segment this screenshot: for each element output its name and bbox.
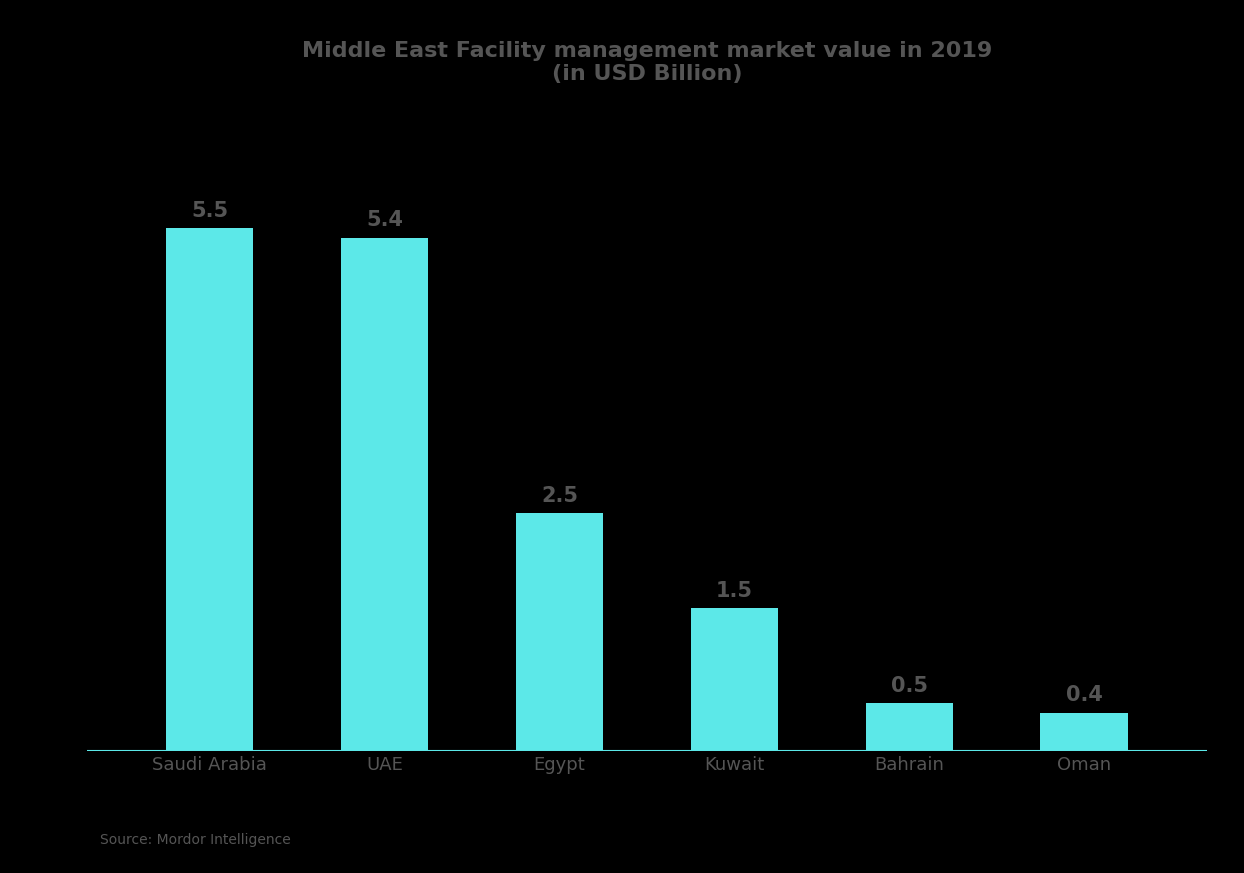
Bar xyxy=(516,513,603,751)
Text: 0.4: 0.4 xyxy=(1066,685,1102,705)
Text: 1.5: 1.5 xyxy=(715,581,753,601)
Title: Middle East Facility management market value in 2019
(in USD Billion): Middle East Facility management market v… xyxy=(302,40,991,84)
Text: 5.4: 5.4 xyxy=(366,210,403,230)
Bar xyxy=(1040,712,1128,751)
Bar xyxy=(341,237,428,751)
Bar xyxy=(690,608,778,751)
Bar xyxy=(165,228,254,751)
Text: 2.5: 2.5 xyxy=(541,485,578,505)
Bar xyxy=(866,704,953,751)
Text: 0.5: 0.5 xyxy=(891,676,928,696)
Text: Source: Mordor Intelligence: Source: Mordor Intelligence xyxy=(100,833,290,847)
Text: 5.5: 5.5 xyxy=(192,201,228,221)
